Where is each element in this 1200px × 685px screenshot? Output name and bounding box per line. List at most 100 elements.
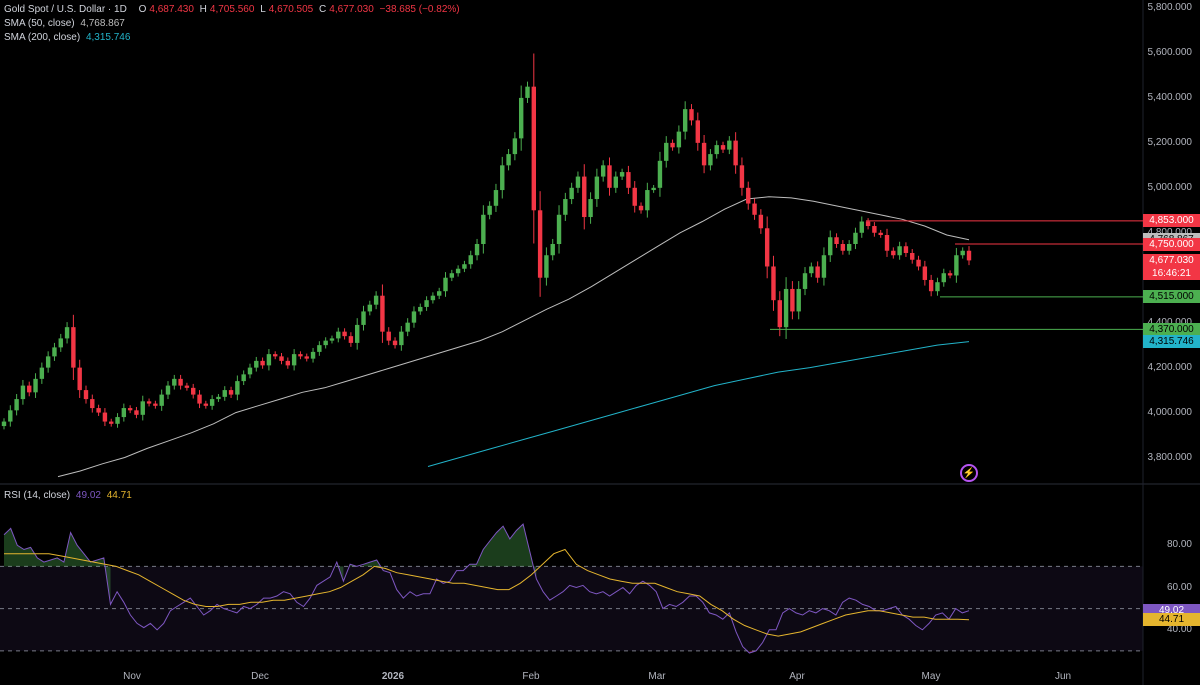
- candle-body: [903, 246, 909, 253]
- candle-body: [436, 291, 442, 296]
- candle-body: [834, 237, 839, 244]
- candle-body: [52, 347, 57, 357]
- price-tick-label: 5,000.000: [1147, 181, 1193, 193]
- rsi-tick-label: 80.00: [1166, 539, 1192, 551]
- candle-body: [468, 255, 473, 265]
- candle-body: [891, 250, 896, 256]
- candle-body: [613, 176, 618, 188]
- candle-body: [418, 306, 423, 312]
- candle-body: [203, 403, 209, 406]
- candle-body: [493, 190, 499, 206]
- candle-body: [45, 356, 51, 368]
- sma50-label: SMA (50, close): [4, 18, 75, 29]
- price-tick-label: 4,400.000: [1148, 317, 1193, 328]
- candle-body: [146, 401, 152, 404]
- candle-body: [802, 273, 808, 289]
- candle-body: [670, 142, 675, 148]
- candle-body: [859, 221, 864, 233]
- candle-body: [127, 408, 133, 411]
- candle-body: [739, 165, 745, 188]
- price-label-text: 4,750.000: [1149, 238, 1194, 250]
- sma200-legend[interactable]: SMA (200, close) 4,315.746: [4, 31, 133, 45]
- low-label: L: [260, 4, 266, 15]
- candle-body: [714, 145, 719, 155]
- candle-body: [191, 387, 196, 395]
- candle-body: [897, 246, 902, 256]
- price-tick-label: 4,000.000: [1147, 406, 1193, 418]
- high-value: 4,705.560: [209, 4, 255, 15]
- candle-body: [8, 410, 13, 422]
- symbol-legend[interactable]: Gold Spot / U.S. Dollar · 1D O 4,687.430 …: [4, 3, 463, 17]
- candle-body: [14, 399, 19, 411]
- candle-body: [758, 214, 764, 229]
- candle-body: [1, 421, 7, 427]
- candle-body: [90, 399, 95, 409]
- candle-body: [809, 266, 814, 274]
- price-label-text: 4,853.000: [1149, 215, 1194, 227]
- candle-body: [922, 266, 928, 280]
- candle-body: [27, 385, 32, 393]
- candle-body: [424, 300, 429, 307]
- candle-body: [657, 160, 663, 188]
- candle-body: [487, 205, 492, 215]
- live-lightning-icon[interactable]: ⚡: [960, 464, 978, 482]
- candle-body: [367, 304, 373, 312]
- candle-body: [865, 221, 871, 227]
- candle-body: [727, 140, 732, 150]
- candle-body: [733, 140, 738, 166]
- candle-body: [954, 255, 959, 276]
- candle-body: [20, 385, 26, 400]
- price-tick-label: 5,600.000: [1147, 46, 1193, 58]
- candle-body: [815, 266, 820, 278]
- candle-body: [329, 338, 335, 341]
- candle-body: [840, 244, 846, 251]
- candle-body: [966, 250, 972, 261]
- candle-body: [405, 322, 410, 332]
- change-value: −38.685 (−0.82%): [379, 4, 460, 15]
- candle-body: [588, 199, 593, 218]
- price-tick-label: 4,200.000: [1147, 361, 1193, 373]
- candle-body: [71, 327, 76, 368]
- candle-body: [209, 399, 215, 406]
- candle-body: [752, 203, 757, 215]
- candle-body: [708, 154, 713, 166]
- candle-body: [462, 264, 467, 269]
- candle-body: [64, 327, 70, 339]
- candle-body: [216, 396, 221, 400]
- time-tick-label: 2026: [381, 671, 405, 682]
- candle-body: [872, 226, 877, 233]
- candle-body: [878, 232, 883, 236]
- candle-body: [764, 228, 770, 267]
- price-label: 4,370.000: [1143, 322, 1200, 336]
- price-label: 4,853.000: [1143, 214, 1200, 228]
- countdown-text: 16:46:21: [1152, 267, 1191, 279]
- time-tick-label: Jun: [1054, 671, 1072, 682]
- candle-body: [537, 210, 543, 278]
- rsi-tick-label: 60.00: [1166, 581, 1192, 593]
- price-label-text: 4,315.746: [1149, 336, 1194, 348]
- candle-body: [676, 131, 682, 148]
- candle-body: [960, 250, 965, 256]
- candle-body: [626, 172, 631, 188]
- candle-body: [947, 273, 953, 276]
- candle-body: [348, 336, 354, 343]
- candle-body: [430, 295, 436, 301]
- candle-body: [619, 172, 625, 177]
- candle-body: [689, 109, 694, 121]
- candle-body: [544, 255, 549, 278]
- rsi-ma-value: 44.71: [106, 490, 132, 501]
- price-label: 4,515.000: [1143, 290, 1200, 304]
- close-label: C: [319, 4, 327, 15]
- sma50-legend[interactable]: SMA (50, close) 4,768.867: [4, 17, 128, 31]
- candle-body: [304, 356, 309, 359]
- candle-body: [373, 295, 379, 305]
- open-value: 4,687.430: [149, 4, 194, 15]
- candle-body: [153, 403, 158, 406]
- rsi-legend[interactable]: RSI (14, close) 49.02 44.71: [4, 489, 135, 503]
- candle-body: [247, 367, 253, 375]
- rsi-value-label: 44.71: [1143, 613, 1200, 627]
- candle-body: [140, 401, 145, 415]
- candle-body: [310, 351, 316, 359]
- candle-body: [796, 288, 801, 312]
